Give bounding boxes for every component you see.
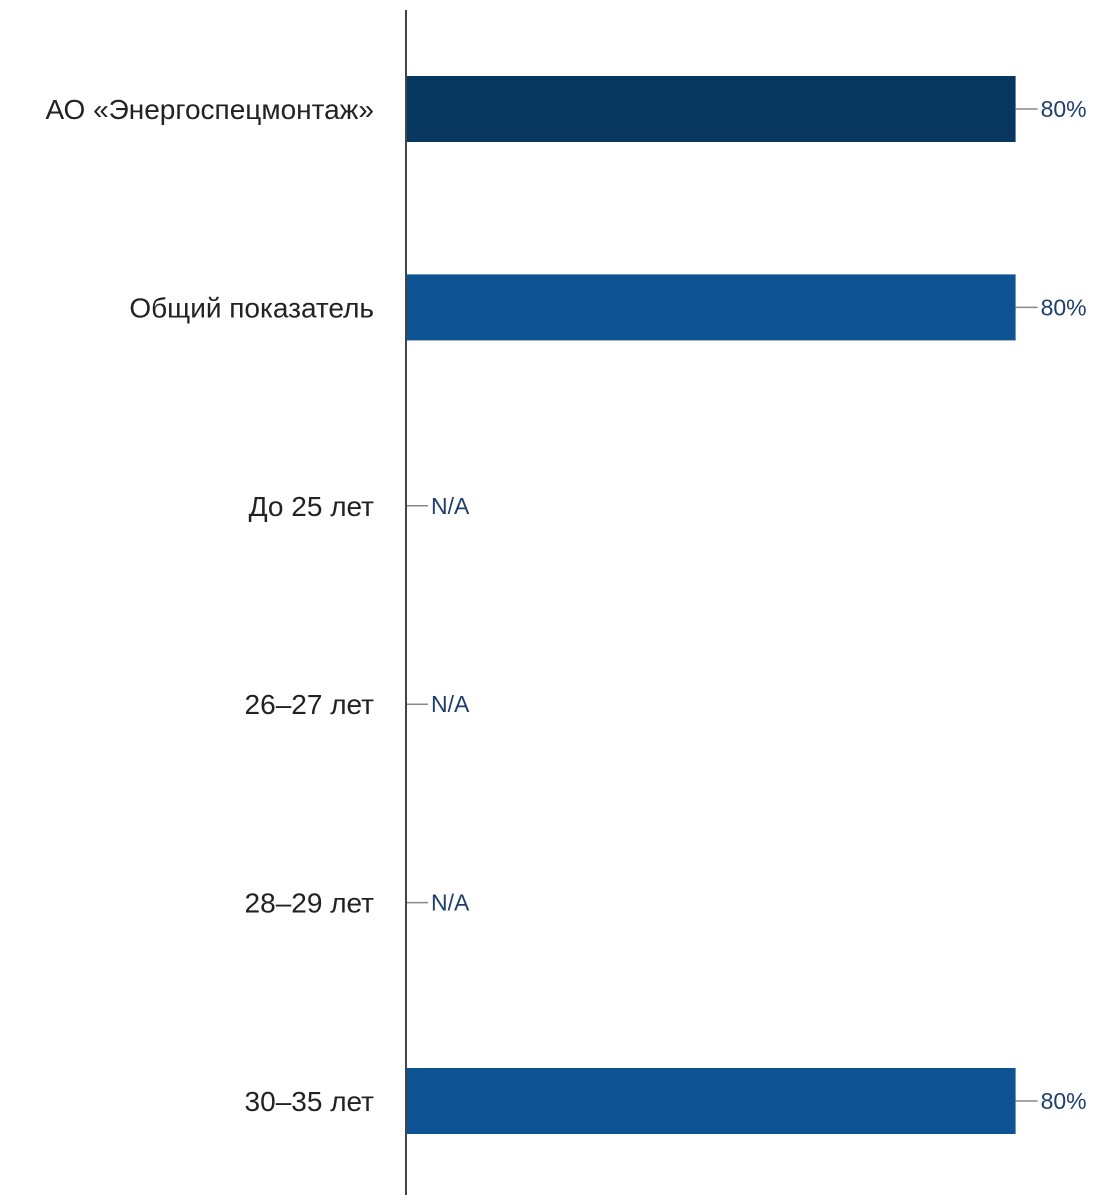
- bars-group: АО «Энергоспецмонтаж» 80% Общий показатель…: [45, 76, 1087, 1134]
- category-label: АО «Энергоспецмонтаж»: [45, 94, 374, 125]
- value-label: 80%: [1041, 1088, 1087, 1114]
- category-label: 28–29 лет: [245, 888, 375, 919]
- value-label: N/A: [431, 493, 470, 519]
- value-label: N/A: [431, 890, 470, 916]
- category-label: 26–27 лет: [245, 689, 375, 720]
- bar: [406, 1068, 1016, 1134]
- value-label: 80%: [1041, 96, 1087, 122]
- category-label: Общий показатель: [129, 292, 374, 323]
- bar: [406, 76, 1016, 142]
- bar: [406, 274, 1016, 341]
- value-label: 80%: [1041, 294, 1087, 320]
- category-label: До 25 лет: [249, 491, 375, 522]
- category-label: 30–35 лет: [245, 1086, 375, 1117]
- value-label: N/A: [431, 691, 470, 717]
